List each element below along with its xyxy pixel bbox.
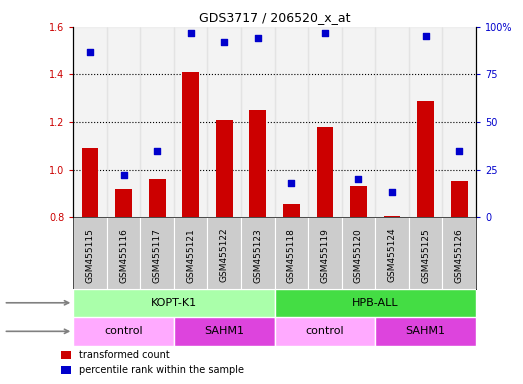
Point (254, 35, 262, 41)
Bar (442, 27, 476, 217)
Text: GSM455122: GSM455122 (220, 228, 229, 283)
Bar (82, 148, 98, 217)
Bar (342, 27, 375, 217)
Point (153, 147, 161, 154)
Bar (73, 317, 174, 346)
Point (220, 39, 229, 45)
Bar (174, 27, 208, 217)
Point (354, 176, 362, 182)
Bar (216, 120, 233, 217)
Bar (73, 27, 107, 217)
Bar (316, 127, 333, 217)
Text: GSM455116: GSM455116 (119, 228, 128, 283)
Bar (107, 27, 140, 217)
Text: GSM455118: GSM455118 (287, 228, 296, 283)
Point (187, 30, 195, 36)
Bar (183, 72, 199, 217)
Text: GSM455117: GSM455117 (153, 228, 162, 283)
Point (455, 147, 463, 154)
Text: GSM455121: GSM455121 (186, 228, 195, 283)
Bar (308, 217, 342, 288)
Bar (417, 101, 434, 217)
Bar (308, 27, 342, 217)
Point (86, 48, 94, 55)
Bar (384, 216, 401, 217)
Bar (140, 217, 174, 288)
Text: GSM455115: GSM455115 (85, 228, 95, 283)
Text: GSM455126: GSM455126 (454, 228, 464, 283)
Bar (73, 288, 275, 317)
Bar (241, 217, 275, 288)
Bar (409, 217, 442, 288)
Bar (451, 182, 468, 217)
Bar (208, 27, 241, 217)
Bar (375, 217, 409, 288)
Text: GSM455125: GSM455125 (421, 228, 430, 283)
Bar (342, 217, 375, 288)
Bar (149, 179, 165, 217)
Text: cell line: cell line (0, 298, 69, 308)
Text: GSM455119: GSM455119 (321, 228, 329, 283)
Bar (375, 317, 476, 346)
Title: GDS3717 / 206520_x_at: GDS3717 / 206520_x_at (199, 11, 350, 24)
Point (388, 189, 396, 195)
Text: KOPT-K1: KOPT-K1 (151, 298, 197, 308)
Bar (174, 217, 208, 288)
Text: HPB-ALL: HPB-ALL (352, 298, 399, 308)
Bar (275, 217, 308, 288)
Bar (350, 186, 367, 217)
Bar (73, 217, 107, 288)
Legend: transformed count, percentile rank within the sample: transformed count, percentile rank withi… (57, 346, 247, 379)
Bar (275, 317, 375, 346)
Bar (249, 110, 266, 217)
Bar (107, 217, 140, 288)
Text: control: control (305, 326, 344, 336)
Text: agent: agent (0, 326, 69, 336)
Bar (140, 27, 174, 217)
Bar (442, 217, 476, 288)
Bar (283, 204, 300, 217)
Text: GSM455120: GSM455120 (354, 228, 363, 283)
Point (422, 33, 430, 40)
Point (321, 30, 329, 36)
Bar (241, 27, 275, 217)
Point (119, 172, 128, 179)
Text: GSM455124: GSM455124 (388, 228, 396, 283)
Text: control: control (104, 326, 143, 336)
Bar (275, 27, 308, 217)
Bar (115, 189, 132, 217)
Bar (208, 217, 241, 288)
Bar (275, 288, 476, 317)
Text: GSM455123: GSM455123 (253, 228, 263, 283)
Text: SAHM1: SAHM1 (204, 326, 244, 336)
Point (287, 180, 295, 186)
Bar (375, 27, 409, 217)
Bar (174, 317, 275, 346)
Bar (409, 27, 442, 217)
Text: SAHM1: SAHM1 (406, 326, 446, 336)
